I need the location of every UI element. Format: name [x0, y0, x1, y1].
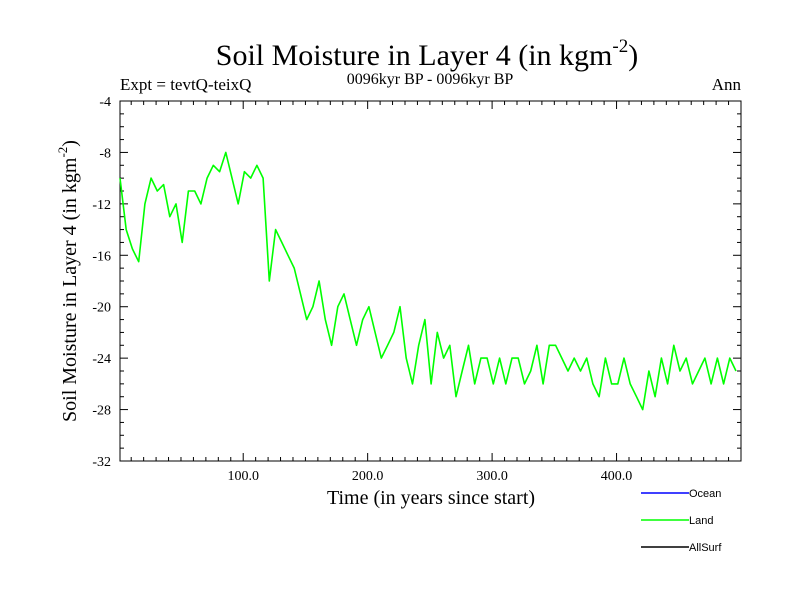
- y-tick-label: -32: [92, 455, 111, 470]
- y-tick-label: -28: [92, 404, 111, 419]
- expt-label: Expt = tevtQ-teixQ: [120, 75, 251, 94]
- x-tick-label: 200.0: [352, 469, 384, 484]
- plot-frame: [119, 100, 742, 462]
- chart-title: Soil Moisture in Layer 4 (in kgm-2): [216, 36, 638, 72]
- legend-label-land: Land: [689, 515, 713, 527]
- x-tick-label: 100.0: [227, 469, 259, 484]
- chart-subtitle: 0096kyr BP - 0096kyr BP: [347, 71, 514, 88]
- series-line-land: [119, 151, 737, 411]
- y-tick-label: -20: [92, 301, 111, 316]
- y-tick-label: -24: [92, 352, 111, 367]
- y-tick-label: -16: [92, 249, 111, 264]
- legend-label-ocean: Ocean: [689, 488, 721, 500]
- y-tick-label: -12: [92, 198, 111, 213]
- y-tick-label: -8: [99, 146, 111, 161]
- y-tick-label: -4: [99, 95, 111, 110]
- legend: Ocean Land AllSurf: [641, 488, 722, 554]
- y-axis: -4 -8 -12 -16 -20 -24 -28 -32: [92, 95, 741, 470]
- legend-label-allsurf: AllSurf: [689, 542, 722, 554]
- x-tick-label: 300.0: [476, 469, 508, 484]
- series-layer: [119, 151, 737, 411]
- x-axis-label: Time (in years since start): [327, 487, 535, 509]
- x-tick-label: 400.0: [601, 469, 633, 484]
- y-axis-label: Soil Moisture in Layer 4 (in kgm-2): [55, 140, 81, 422]
- x-axis: 100.0 200.0 300.0 400.0: [130, 101, 730, 484]
- season-label: Ann: [712, 75, 742, 94]
